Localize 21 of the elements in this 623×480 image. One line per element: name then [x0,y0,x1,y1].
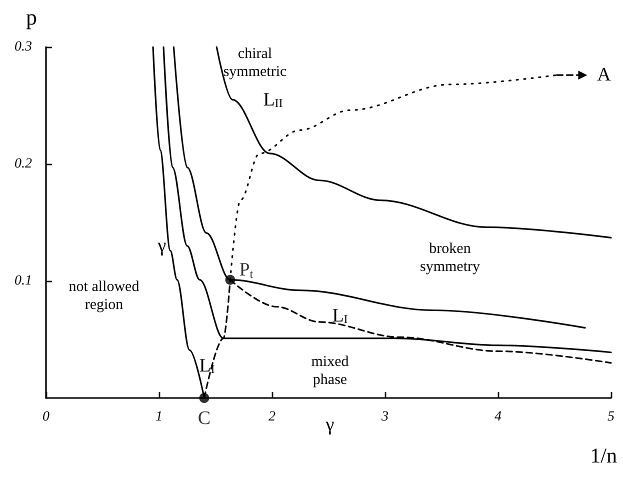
annotation: γ [156,236,166,256]
y-tick-label: 0.2 [14,156,32,172]
x-tick-label: 2 [268,410,276,424]
annotation: not allowed region [68,279,140,313]
annotation: mixed phase [311,354,350,388]
annotation: LII [263,90,283,110]
series-label: C [198,408,211,429]
annotation: A [597,64,612,86]
text: γ [324,414,334,436]
x-tick-label: 4 [494,410,502,424]
y-axis-title: p [26,4,37,30]
x-tick-label: 0 [42,410,50,424]
annotation: LI [332,306,348,326]
x-tick-label: 1 [156,410,162,424]
x-axis-title: 1/n [590,444,618,468]
y-tick-label: 0.3 [14,40,32,54]
annotation: broken symmetry [420,241,480,275]
annotation: chiral symmetric [223,46,287,80]
y-tick-label: 0.1 [14,274,32,288]
x-tick-label: 3 [380,410,388,424]
x-tick-label: 5 [608,410,614,424]
